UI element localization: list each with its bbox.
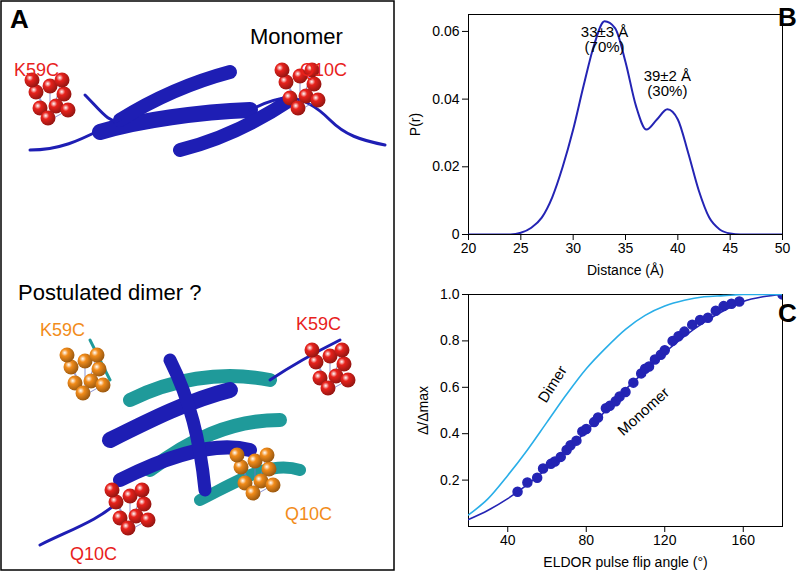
svg-text:K59C: K59C: [40, 320, 85, 340]
svg-text:Monomer: Monomer: [614, 384, 672, 439]
svg-text:160: 160: [732, 532, 756, 548]
svg-text:Dimer: Dimer: [534, 362, 570, 405]
svg-text:1.0: 1.0: [440, 286, 460, 302]
svg-text:40: 40: [500, 532, 516, 548]
svg-text:33±3 Å(70%): 33±3 Å(70%): [581, 23, 628, 55]
svg-text:P(r): P(r): [407, 113, 423, 136]
svg-text:120: 120: [653, 532, 677, 548]
html-text:C: C: [778, 298, 797, 328]
svg-text:30: 30: [565, 240, 581, 256]
svg-text:0.02: 0.02: [432, 158, 459, 174]
svg-text:Monomer: Monomer: [250, 24, 343, 49]
svg-text:0.2: 0.2: [440, 472, 460, 488]
svg-text:45: 45: [722, 240, 738, 256]
svg-text:K59C: K59C: [14, 60, 59, 80]
svg-text:Postulated dimer ?: Postulated dimer ?: [18, 280, 201, 305]
svg-text:0.8: 0.8: [440, 332, 460, 348]
svg-text:K59C: K59C: [296, 314, 341, 334]
svg-text:20: 20: [461, 240, 477, 256]
svg-text:80: 80: [578, 532, 594, 548]
svg-text:A: A: [10, 4, 29, 34]
svg-text:Δ/Δmax: Δ/Δmax: [415, 386, 431, 435]
svg-text:Q10C: Q10C: [70, 544, 117, 564]
svg-text:Q10C: Q10C: [300, 60, 347, 80]
svg-text:50: 50: [775, 240, 791, 256]
svg-text:35: 35: [618, 240, 634, 256]
svg-text:40: 40: [670, 240, 686, 256]
svg-text:0.4: 0.4: [440, 425, 460, 441]
svg-text:0.6: 0.6: [440, 379, 460, 395]
svg-text:0: 0: [452, 226, 460, 242]
svg-text:25: 25: [513, 240, 529, 256]
svg-text:0.04: 0.04: [432, 91, 459, 107]
svg-text:39±2 Å(30%): 39±2 Å(30%): [644, 67, 691, 99]
svg-text:Distance (Å): Distance (Å): [587, 262, 664, 278]
svg-text:Q10C: Q10C: [285, 504, 332, 524]
svg-text:0.06: 0.06: [432, 23, 459, 39]
svg-text:ELDOR pulse flip angle (°): ELDOR pulse flip angle (°): [543, 554, 707, 570]
html-text:B: B: [778, 2, 797, 32]
